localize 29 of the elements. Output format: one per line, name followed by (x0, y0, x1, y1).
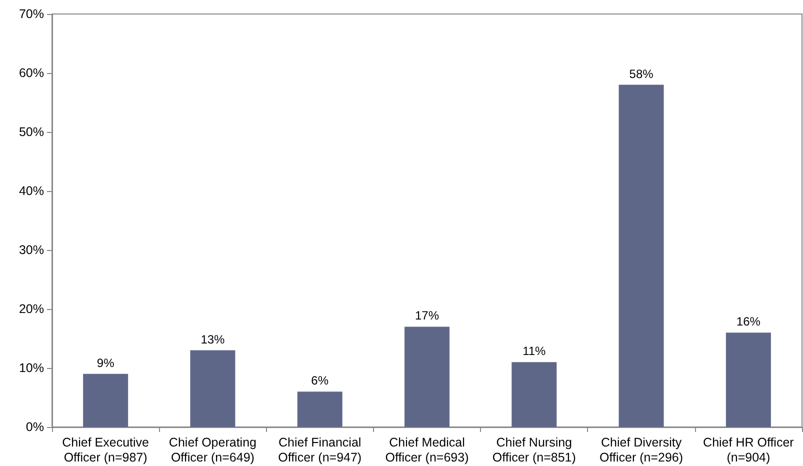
x-tick-label: Chief HR Officer (n=904) (703, 436, 794, 464)
bar (404, 326, 450, 427)
y-tick-label: 30% (18, 243, 44, 257)
data-label: 17% (414, 308, 440, 323)
data-label: 6% (311, 374, 329, 388)
bar (297, 392, 342, 427)
bar (726, 332, 771, 427)
x-tick-label: Chief Diversity Officer (n=296) (600, 436, 684, 464)
bar (618, 84, 664, 427)
y-tick-label: 20% (18, 302, 44, 316)
x-tick-label: Chief Nursing Officer (n=851) (492, 436, 576, 464)
x-tick-label: Chief Medical Officer (n=693) (385, 436, 469, 464)
bar (190, 350, 236, 427)
y-tick-label: 0% (26, 420, 44, 434)
data-label: 9% (96, 356, 115, 370)
y-tick-label: 50% (18, 125, 44, 139)
data-label: 16% (736, 314, 761, 329)
bar (512, 362, 557, 427)
x-tick-label: Chief Executive Officer (n=987) (62, 436, 150, 464)
data-label: 13% (200, 332, 226, 346)
y-tick-label: 40% (18, 184, 44, 198)
x-tick-label: Chief Operating Officer (n=649) (168, 436, 257, 464)
y-tick-label: 60% (18, 66, 44, 80)
y-tick-label: 10% (18, 361, 44, 375)
data-label: 11% (522, 344, 546, 358)
data-label: 58% (629, 66, 654, 81)
x-tick-label: Chief Financial Officer (n=947) (278, 436, 362, 464)
y-tick-label: 70% (18, 7, 44, 21)
bar (83, 374, 128, 427)
